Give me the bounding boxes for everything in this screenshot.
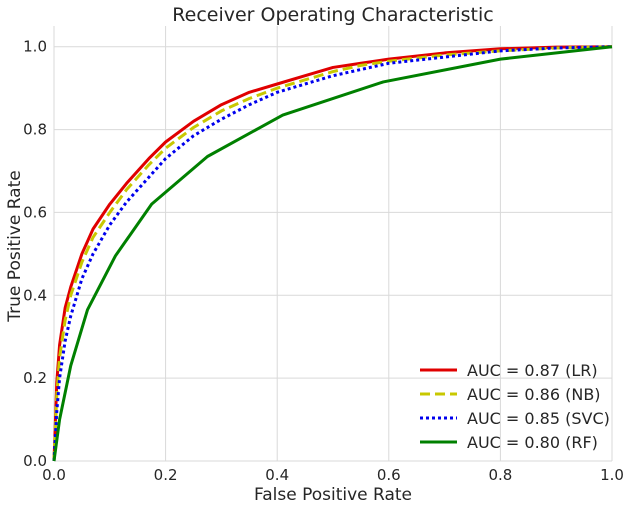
legend-label-2: AUC = 0.85 (SVC) [467,409,610,428]
x-tick-label: 0.4 [265,466,289,484]
x-tick-label: 0.8 [488,466,512,484]
y-tick-label: 1.0 [23,38,47,56]
series-lines [52,45,613,462]
series-line-2 [52,45,613,462]
series-line-3 [52,45,613,462]
y-tick-label: 0.0 [23,452,47,470]
series-line-1 [52,45,613,462]
x-tick-label: 1.0 [600,466,624,484]
legend: AUC = 0.87 (LR) AUC = 0.86 (NB) AUC = 0.85… [420,361,610,452]
tick-labels: 0.0 0.2 0.4 0.6 0.8 1.0 0.0 0.2 0.4 0.6 0.8 1.0 [23,38,624,484]
y-axis-label: True Positive Rate [5,170,25,322]
x-axis-label: False Positive Rate [254,485,412,505]
y-tick-label: 0.2 [23,369,47,387]
x-tick-label: 0.6 [377,466,401,484]
y-tick-label: 0.8 [23,121,47,139]
legend-label-3: AUC = 0.80 (RF) [467,433,598,452]
chart-title: Receiver Operating Characteristic [172,4,493,26]
x-tick-label: 0.0 [42,466,66,484]
legend-label-1: AUC = 0.86 (NB) [467,385,601,404]
y-tick-label: 0.6 [23,203,47,221]
series-line-0 [52,45,613,462]
y-tick-label: 0.4 [23,286,47,304]
x-tick-label: 0.2 [154,466,178,484]
grid-lines [53,26,613,462]
legend-label-0: AUC = 0.87 (LR) [467,361,598,380]
